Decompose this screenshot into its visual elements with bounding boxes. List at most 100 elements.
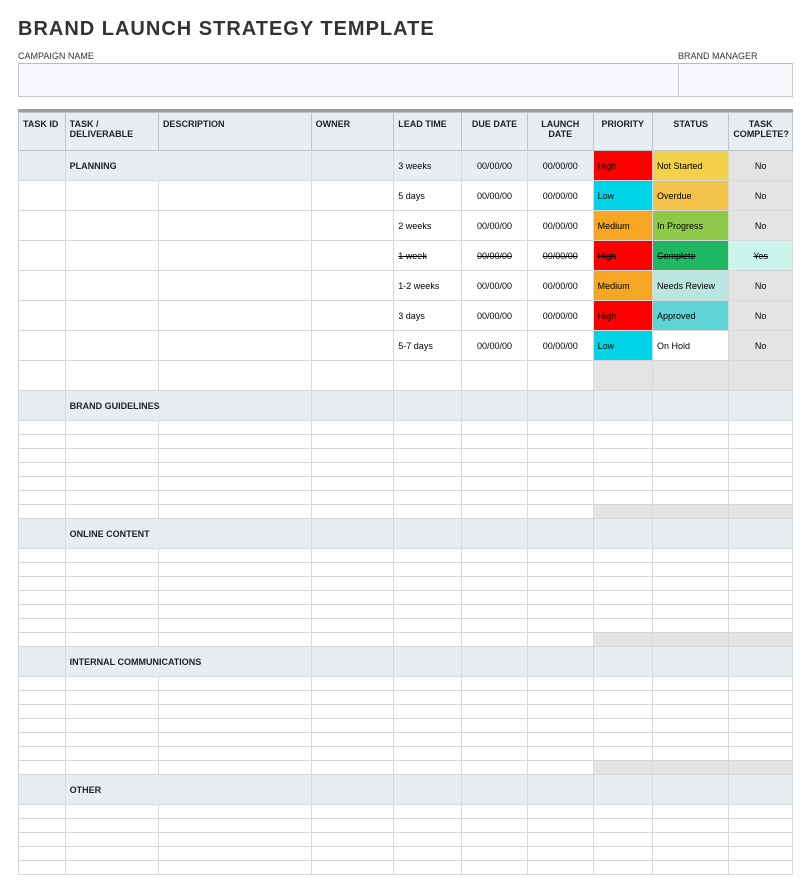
cell-empty[interactable] xyxy=(394,805,462,819)
cell-priority[interactable]: High xyxy=(593,151,652,181)
cell-empty[interactable] xyxy=(527,421,593,435)
cell-empty[interactable] xyxy=(65,421,158,435)
cell-empty[interactable] xyxy=(311,691,394,705)
cell-taskid[interactable] xyxy=(19,241,66,271)
cell-empty[interactable] xyxy=(652,449,728,463)
cell-deliverable[interactable] xyxy=(65,331,158,361)
cell-empty[interactable] xyxy=(311,833,394,847)
cell-empty[interactable] xyxy=(527,747,593,761)
cell-complete[interactable]: No xyxy=(729,211,793,241)
section-empty[interactable] xyxy=(462,775,528,805)
cell-empty[interactable] xyxy=(652,505,728,519)
cell-empty[interactable] xyxy=(652,733,728,747)
cell-empty[interactable] xyxy=(19,847,66,861)
cell-empty[interactable] xyxy=(729,421,793,435)
cell-empty[interactable] xyxy=(527,819,593,833)
cell-empty[interactable] xyxy=(311,733,394,747)
cell-empty[interactable] xyxy=(158,605,311,619)
cell-empty[interactable] xyxy=(394,633,462,647)
cell-empty[interactable] xyxy=(311,477,394,491)
cell-empty[interactable] xyxy=(65,435,158,449)
cell-launch[interactable]: 00/00/00 xyxy=(527,301,593,331)
cell-empty[interactable] xyxy=(652,591,728,605)
cell-empty[interactable] xyxy=(652,463,728,477)
cell-empty[interactable] xyxy=(729,733,793,747)
cell-empty[interactable] xyxy=(593,491,652,505)
cell-empty[interactable] xyxy=(462,733,528,747)
cell-empty[interactable] xyxy=(527,563,593,577)
section-complete[interactable] xyxy=(729,647,793,677)
cell-empty[interactable] xyxy=(527,847,593,861)
cell-empty[interactable] xyxy=(158,463,311,477)
cell-empty[interactable] xyxy=(394,577,462,591)
cell-empty[interactable] xyxy=(593,563,652,577)
cell-empty[interactable] xyxy=(158,361,311,391)
cell-empty[interactable] xyxy=(158,477,311,491)
cell-empty[interactable] xyxy=(158,633,311,647)
cell-empty[interactable] xyxy=(593,719,652,733)
cell-empty[interactable] xyxy=(652,761,728,775)
cell-description[interactable] xyxy=(158,241,311,271)
cell-description[interactable] xyxy=(158,211,311,241)
cell-empty[interactable] xyxy=(311,747,394,761)
manager-input[interactable] xyxy=(678,63,793,97)
cell-empty[interactable] xyxy=(19,563,66,577)
cell-empty[interactable] xyxy=(462,361,528,391)
cell-empty[interactable] xyxy=(462,591,528,605)
cell-empty[interactable] xyxy=(19,449,66,463)
cell-empty[interactable] xyxy=(593,577,652,591)
cell-empty[interactable] xyxy=(19,619,66,633)
cell-due[interactable]: 00/00/00 xyxy=(462,331,528,361)
cell-empty[interactable] xyxy=(311,463,394,477)
cell-launch[interactable]: 00/00/00 xyxy=(527,211,593,241)
cell-empty[interactable] xyxy=(65,463,158,477)
section-status[interactable] xyxy=(652,519,728,549)
cell-empty[interactable] xyxy=(527,719,593,733)
cell-empty[interactable] xyxy=(158,591,311,605)
cell-empty[interactable] xyxy=(158,733,311,747)
cell-empty[interactable] xyxy=(593,619,652,633)
cell-empty[interactable] xyxy=(394,819,462,833)
cell-empty[interactable] xyxy=(158,833,311,847)
cell-empty[interactable] xyxy=(394,435,462,449)
cell-empty[interactable] xyxy=(65,563,158,577)
cell-empty[interactable] xyxy=(394,705,462,719)
cell-empty[interactable] xyxy=(652,477,728,491)
cell-complete[interactable]: No xyxy=(729,331,793,361)
cell-empty[interactable] xyxy=(462,421,528,435)
cell-due[interactable]: 00/00/00 xyxy=(462,151,528,181)
section-label[interactable]: OTHER xyxy=(65,775,311,805)
cell-deliverable[interactable] xyxy=(65,271,158,301)
cell-empty[interactable] xyxy=(462,761,528,775)
cell-empty[interactable] xyxy=(462,563,528,577)
cell-empty[interactable] xyxy=(394,463,462,477)
cell-lead[interactable]: 3 days xyxy=(394,301,462,331)
cell-empty[interactable] xyxy=(462,847,528,861)
cell-empty[interactable] xyxy=(462,705,528,719)
cell-empty[interactable] xyxy=(593,705,652,719)
cell-empty[interactable] xyxy=(19,819,66,833)
cell-deliverable[interactable] xyxy=(65,211,158,241)
cell-deliverable[interactable] xyxy=(65,181,158,211)
cell-empty[interactable] xyxy=(394,847,462,861)
cell-empty[interactable] xyxy=(158,577,311,591)
cell-empty[interactable] xyxy=(19,805,66,819)
cell-empty[interactable] xyxy=(729,463,793,477)
cell-empty[interactable] xyxy=(65,861,158,875)
cell-empty[interactable] xyxy=(65,761,158,775)
cell-owner[interactable] xyxy=(311,241,394,271)
cell-empty[interactable] xyxy=(65,747,158,761)
cell-empty[interactable] xyxy=(652,435,728,449)
cell-empty[interactable] xyxy=(593,421,652,435)
cell-empty[interactable] xyxy=(593,733,652,747)
cell-empty[interactable] xyxy=(527,477,593,491)
cell-empty[interactable] xyxy=(311,605,394,619)
cell-empty[interactable] xyxy=(311,505,394,519)
cell-empty[interactable] xyxy=(311,619,394,633)
cell-empty[interactable] xyxy=(158,549,311,563)
cell-empty[interactable] xyxy=(729,619,793,633)
cell-complete[interactable]: No xyxy=(729,301,793,331)
cell-empty[interactable] xyxy=(19,491,66,505)
cell-empty[interactable] xyxy=(593,633,652,647)
cell-due[interactable]: 00/00/00 xyxy=(462,211,528,241)
